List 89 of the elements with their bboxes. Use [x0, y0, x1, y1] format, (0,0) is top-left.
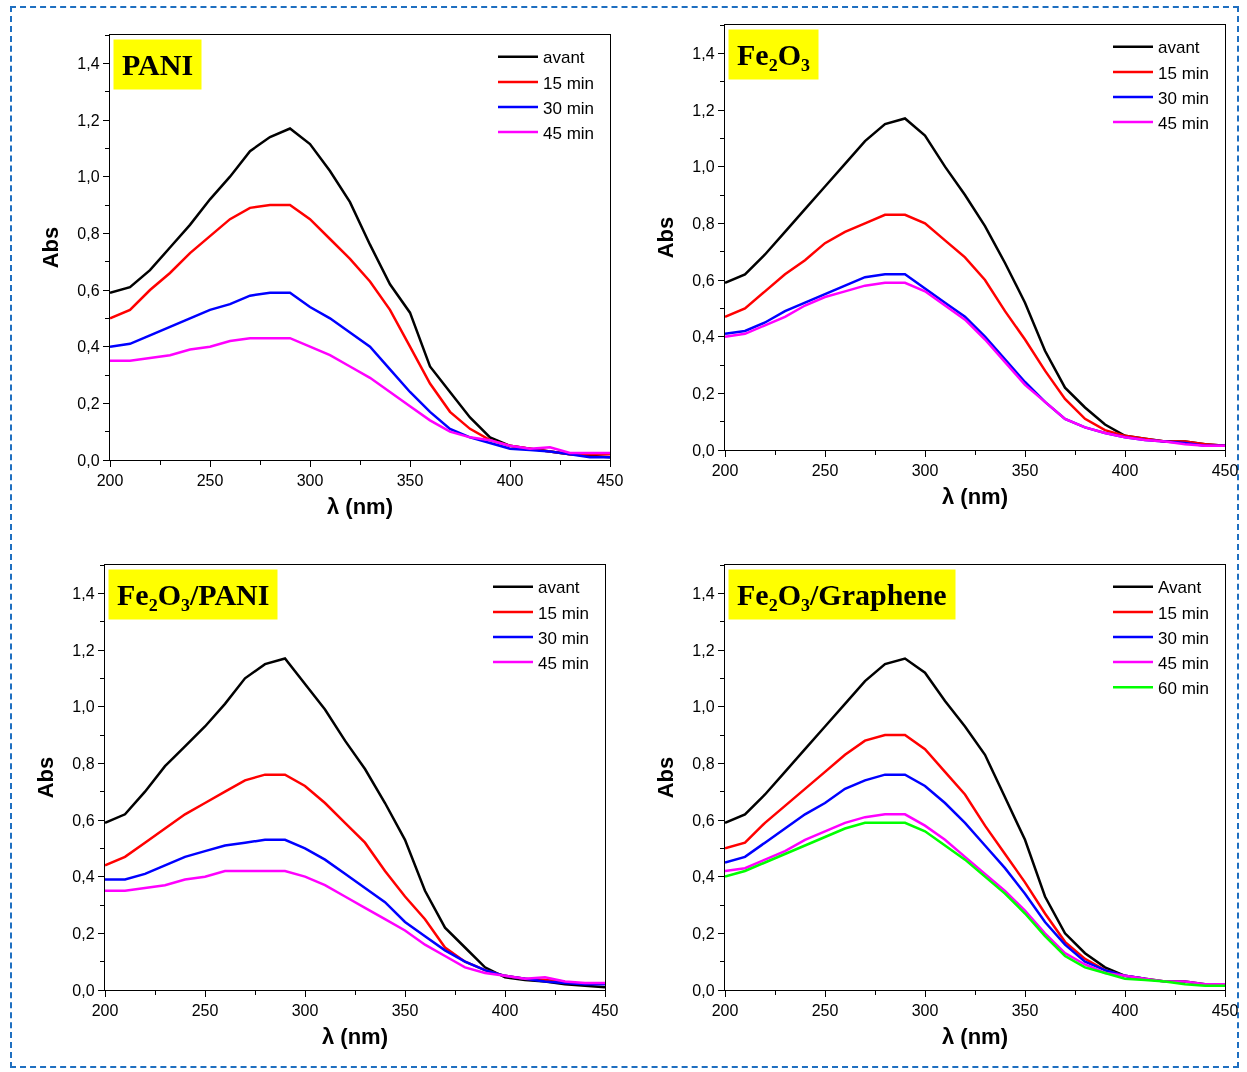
x-tick-label: 400 [1111, 1002, 1139, 1020]
y-tick-label: 1,4 [72, 584, 95, 602]
x-axis-title: λ (nm) [942, 484, 1008, 510]
x-tick-label: 300 [911, 1002, 939, 1020]
x-tick-label: 250 [196, 472, 224, 490]
line-series [105, 869, 605, 985]
x-tick-label: 450 [596, 472, 624, 490]
legend-label: Avant [1158, 578, 1202, 598]
y-tick-label: 0,0 [692, 441, 715, 459]
x-tick-label: 400 [491, 1002, 519, 1020]
x-tick-label: 300 [296, 472, 324, 490]
line-series [110, 336, 610, 455]
line-series [105, 838, 605, 986]
x-tick-label: 200 [96, 472, 124, 490]
x-tick-label: 250 [191, 1002, 219, 1020]
legend-label: 15 min [543, 73, 595, 93]
y-tick-label: 1,0 [692, 698, 715, 716]
y-tick-label: 1,0 [77, 168, 100, 186]
y-tick-label: 0,6 [692, 271, 715, 289]
x-tick-label: 200 [711, 1002, 739, 1020]
y-tick-label: 0,4 [72, 868, 95, 886]
y-axis-title: Abs [38, 226, 64, 269]
y-tick-label: 0,4 [77, 338, 100, 356]
y-tick-label: 0,2 [77, 394, 100, 412]
x-tick-label: 450 [591, 1002, 619, 1020]
x-tick-label: 250 [811, 1002, 839, 1020]
y-tick-label: 0,8 [72, 754, 95, 772]
y-tick-label: 0,0 [77, 451, 100, 469]
y-tick-label: 0,6 [72, 811, 95, 829]
legend-label: 30 min [1158, 628, 1210, 648]
legend-label: avant [1158, 38, 1200, 58]
legend-label: avant [538, 578, 580, 598]
y-tick-label: 1,4 [77, 54, 100, 72]
y-axis-title: Abs [653, 756, 679, 799]
legend-label: 15 min [538, 603, 590, 623]
y-tick-label: 1,4 [692, 44, 715, 62]
y-axis-title: Abs [653, 216, 679, 259]
line-series [110, 291, 610, 459]
chart-title: PANI [122, 48, 194, 81]
y-tick-label: 0,8 [692, 214, 715, 232]
y-tick-label: 0,4 [692, 868, 715, 886]
x-tick-label: 450 [1211, 462, 1239, 480]
x-tick-label: 350 [391, 1002, 419, 1020]
x-tick-label: 250 [811, 462, 839, 480]
chart-title: Fe₂O₃/PANI [117, 578, 270, 611]
y-tick-label: 0,2 [692, 924, 715, 942]
legend-label: 30 min [538, 628, 590, 648]
legend-label: 15 min [1158, 603, 1210, 623]
x-tick-label: 300 [291, 1002, 319, 1020]
x-tick-label: 450 [1211, 1002, 1239, 1020]
legend-label: 60 min [1158, 678, 1210, 698]
y-tick-label: 1,2 [72, 641, 95, 659]
y-tick-label: 0,4 [692, 328, 715, 346]
legend-label: 15 min [1158, 63, 1210, 83]
y-tick-label: 0,2 [72, 924, 95, 942]
y-tick-label: 1,0 [72, 698, 95, 716]
legend-label: 45 min [538, 653, 590, 673]
x-axis-title: λ (nm) [942, 1024, 1008, 1050]
legend-label: 30 min [543, 98, 595, 118]
y-tick-label: 1,0 [692, 158, 715, 176]
x-tick-label: 300 [911, 462, 939, 480]
x-tick-label: 200 [711, 462, 739, 480]
legend-label: avant [543, 48, 585, 68]
legend-label: 30 min [1158, 88, 1210, 108]
y-tick-label: 0,8 [692, 754, 715, 772]
y-tick-label: 0,8 [77, 224, 100, 242]
legend-label: 45 min [1158, 113, 1210, 133]
legend-label: 45 min [1158, 653, 1210, 673]
chart-title: Fe₂O₃ [737, 38, 810, 71]
y-axis-title: Abs [33, 756, 59, 799]
x-axis-title: λ (nm) [322, 1024, 388, 1050]
y-tick-label: 1,4 [692, 584, 715, 602]
chart-title: Fe₂O₃/Graphene [737, 578, 947, 611]
y-tick-label: 1,2 [692, 641, 715, 659]
x-tick-label: 350 [1011, 462, 1039, 480]
x-tick-label: 200 [91, 1002, 119, 1020]
y-tick-label: 0,6 [77, 281, 100, 299]
y-tick-label: 0,0 [692, 981, 715, 999]
y-tick-label: 1,2 [77, 111, 100, 129]
legend-label: 45 min [543, 123, 595, 143]
x-tick-label: 350 [1011, 1002, 1039, 1020]
y-tick-label: 0,0 [72, 981, 95, 999]
x-tick-label: 350 [396, 472, 424, 490]
y-tick-label: 1,2 [692, 101, 715, 119]
y-tick-label: 0,2 [692, 384, 715, 402]
x-tick-label: 400 [1111, 462, 1139, 480]
x-axis-title: λ (nm) [327, 494, 393, 520]
x-tick-label: 400 [496, 472, 524, 490]
y-tick-label: 0,6 [692, 811, 715, 829]
